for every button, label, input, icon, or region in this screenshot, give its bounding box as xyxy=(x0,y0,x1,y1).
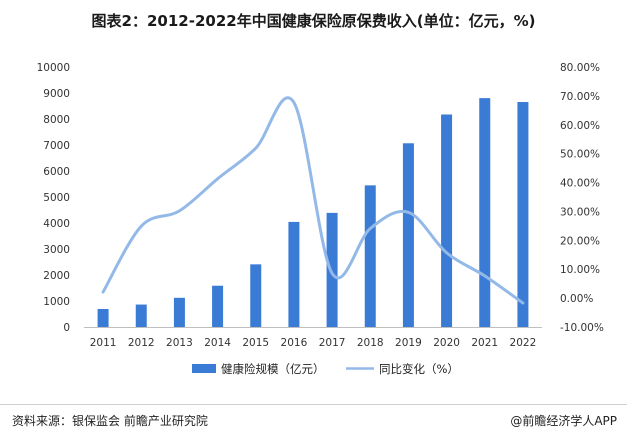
bar-2012 xyxy=(135,304,147,327)
left-tick-label: 2000 xyxy=(43,270,70,282)
right-tick-label: 70.00% xyxy=(560,91,600,103)
x-tick-label: 2015 xyxy=(242,337,269,349)
right-tick-label: 80.00% xyxy=(560,62,600,74)
left-tick-label: 10000 xyxy=(37,62,70,74)
left-tick-label: 6000 xyxy=(43,166,70,178)
x-tick-label: 2016 xyxy=(281,337,308,349)
x-tick-label: 2013 xyxy=(166,337,193,349)
bar-2021 xyxy=(479,98,491,327)
bar-2016 xyxy=(288,221,300,327)
footer-divider xyxy=(0,404,627,405)
growth-line xyxy=(101,96,525,305)
bar-2019 xyxy=(402,143,414,327)
right-tick-label: 50.00% xyxy=(560,149,600,161)
bar-2018 xyxy=(364,185,376,327)
chart-title: 图表2：2012-2022年中国健康保险原保费收入(单位：亿元，%) xyxy=(91,12,536,30)
right-tick-label: 60.00% xyxy=(560,120,600,132)
x-tick-label: 2019 xyxy=(395,337,422,349)
left-tick-label: 4000 xyxy=(43,218,70,230)
bar-series xyxy=(97,98,529,327)
right-tick-label: -10.00% xyxy=(560,322,604,334)
bar-2013 xyxy=(173,297,185,327)
left-tick-label: 5000 xyxy=(43,192,70,204)
bar-2022 xyxy=(517,102,529,327)
legend-bar-label: 健康险规模（亿元） xyxy=(221,362,325,376)
x-tick-label: 2011 xyxy=(90,337,117,349)
x-tick-label: 2014 xyxy=(204,337,231,349)
left-tick-label: 1000 xyxy=(43,296,70,308)
bar-2017 xyxy=(326,212,338,327)
bar-2011 xyxy=(97,309,109,327)
x-tick-label: 2022 xyxy=(510,337,537,349)
right-axis-ticks: -10.00% 0.00% 10.00% 20.00% 30.00% 40.00% 50.0… xyxy=(560,62,604,334)
right-tick-label: 10.00% xyxy=(560,264,600,276)
source-note: 资料来源：银保监会 前瞻产业研究院 xyxy=(12,414,208,428)
right-tick-label: 40.00% xyxy=(560,178,600,190)
bar-2015 xyxy=(250,264,262,327)
right-tick-label: 20.00% xyxy=(560,235,600,247)
line-series xyxy=(101,96,525,305)
left-axis-ticks: 0 1000 2000 3000 4000 5000 6000 7000 8000 9000 100… xyxy=(37,62,70,334)
right-tick-label: 0.00% xyxy=(560,293,593,305)
right-tick-label: 30.00% xyxy=(560,206,600,218)
left-tick-label: 0 xyxy=(63,322,70,334)
x-tick-label: 2012 xyxy=(128,337,155,349)
bar-2014 xyxy=(212,285,224,327)
left-tick-label: 8000 xyxy=(43,114,70,126)
brand-note: @前瞻经济学人APP xyxy=(510,414,617,428)
left-tick-label: 7000 xyxy=(43,140,70,152)
left-tick-label: 9000 xyxy=(43,88,70,100)
x-tick-label: 2020 xyxy=(433,337,460,349)
x-axis-ticks: 2011 2012 2013 2014 2015 2016 2017 2018 2019 2020… xyxy=(90,337,537,349)
legend-bar-swatch xyxy=(192,364,216,373)
x-tick-label: 2017 xyxy=(319,337,346,349)
x-tick-label: 2018 xyxy=(357,337,384,349)
legend-line-label: 同比变化（%） xyxy=(379,362,459,376)
x-tick-label: 2021 xyxy=(471,337,498,349)
bar-2020 xyxy=(441,114,453,327)
left-tick-label: 3000 xyxy=(43,244,70,256)
legend: 健康险规模（亿元） 同比变化（%） xyxy=(192,362,459,376)
